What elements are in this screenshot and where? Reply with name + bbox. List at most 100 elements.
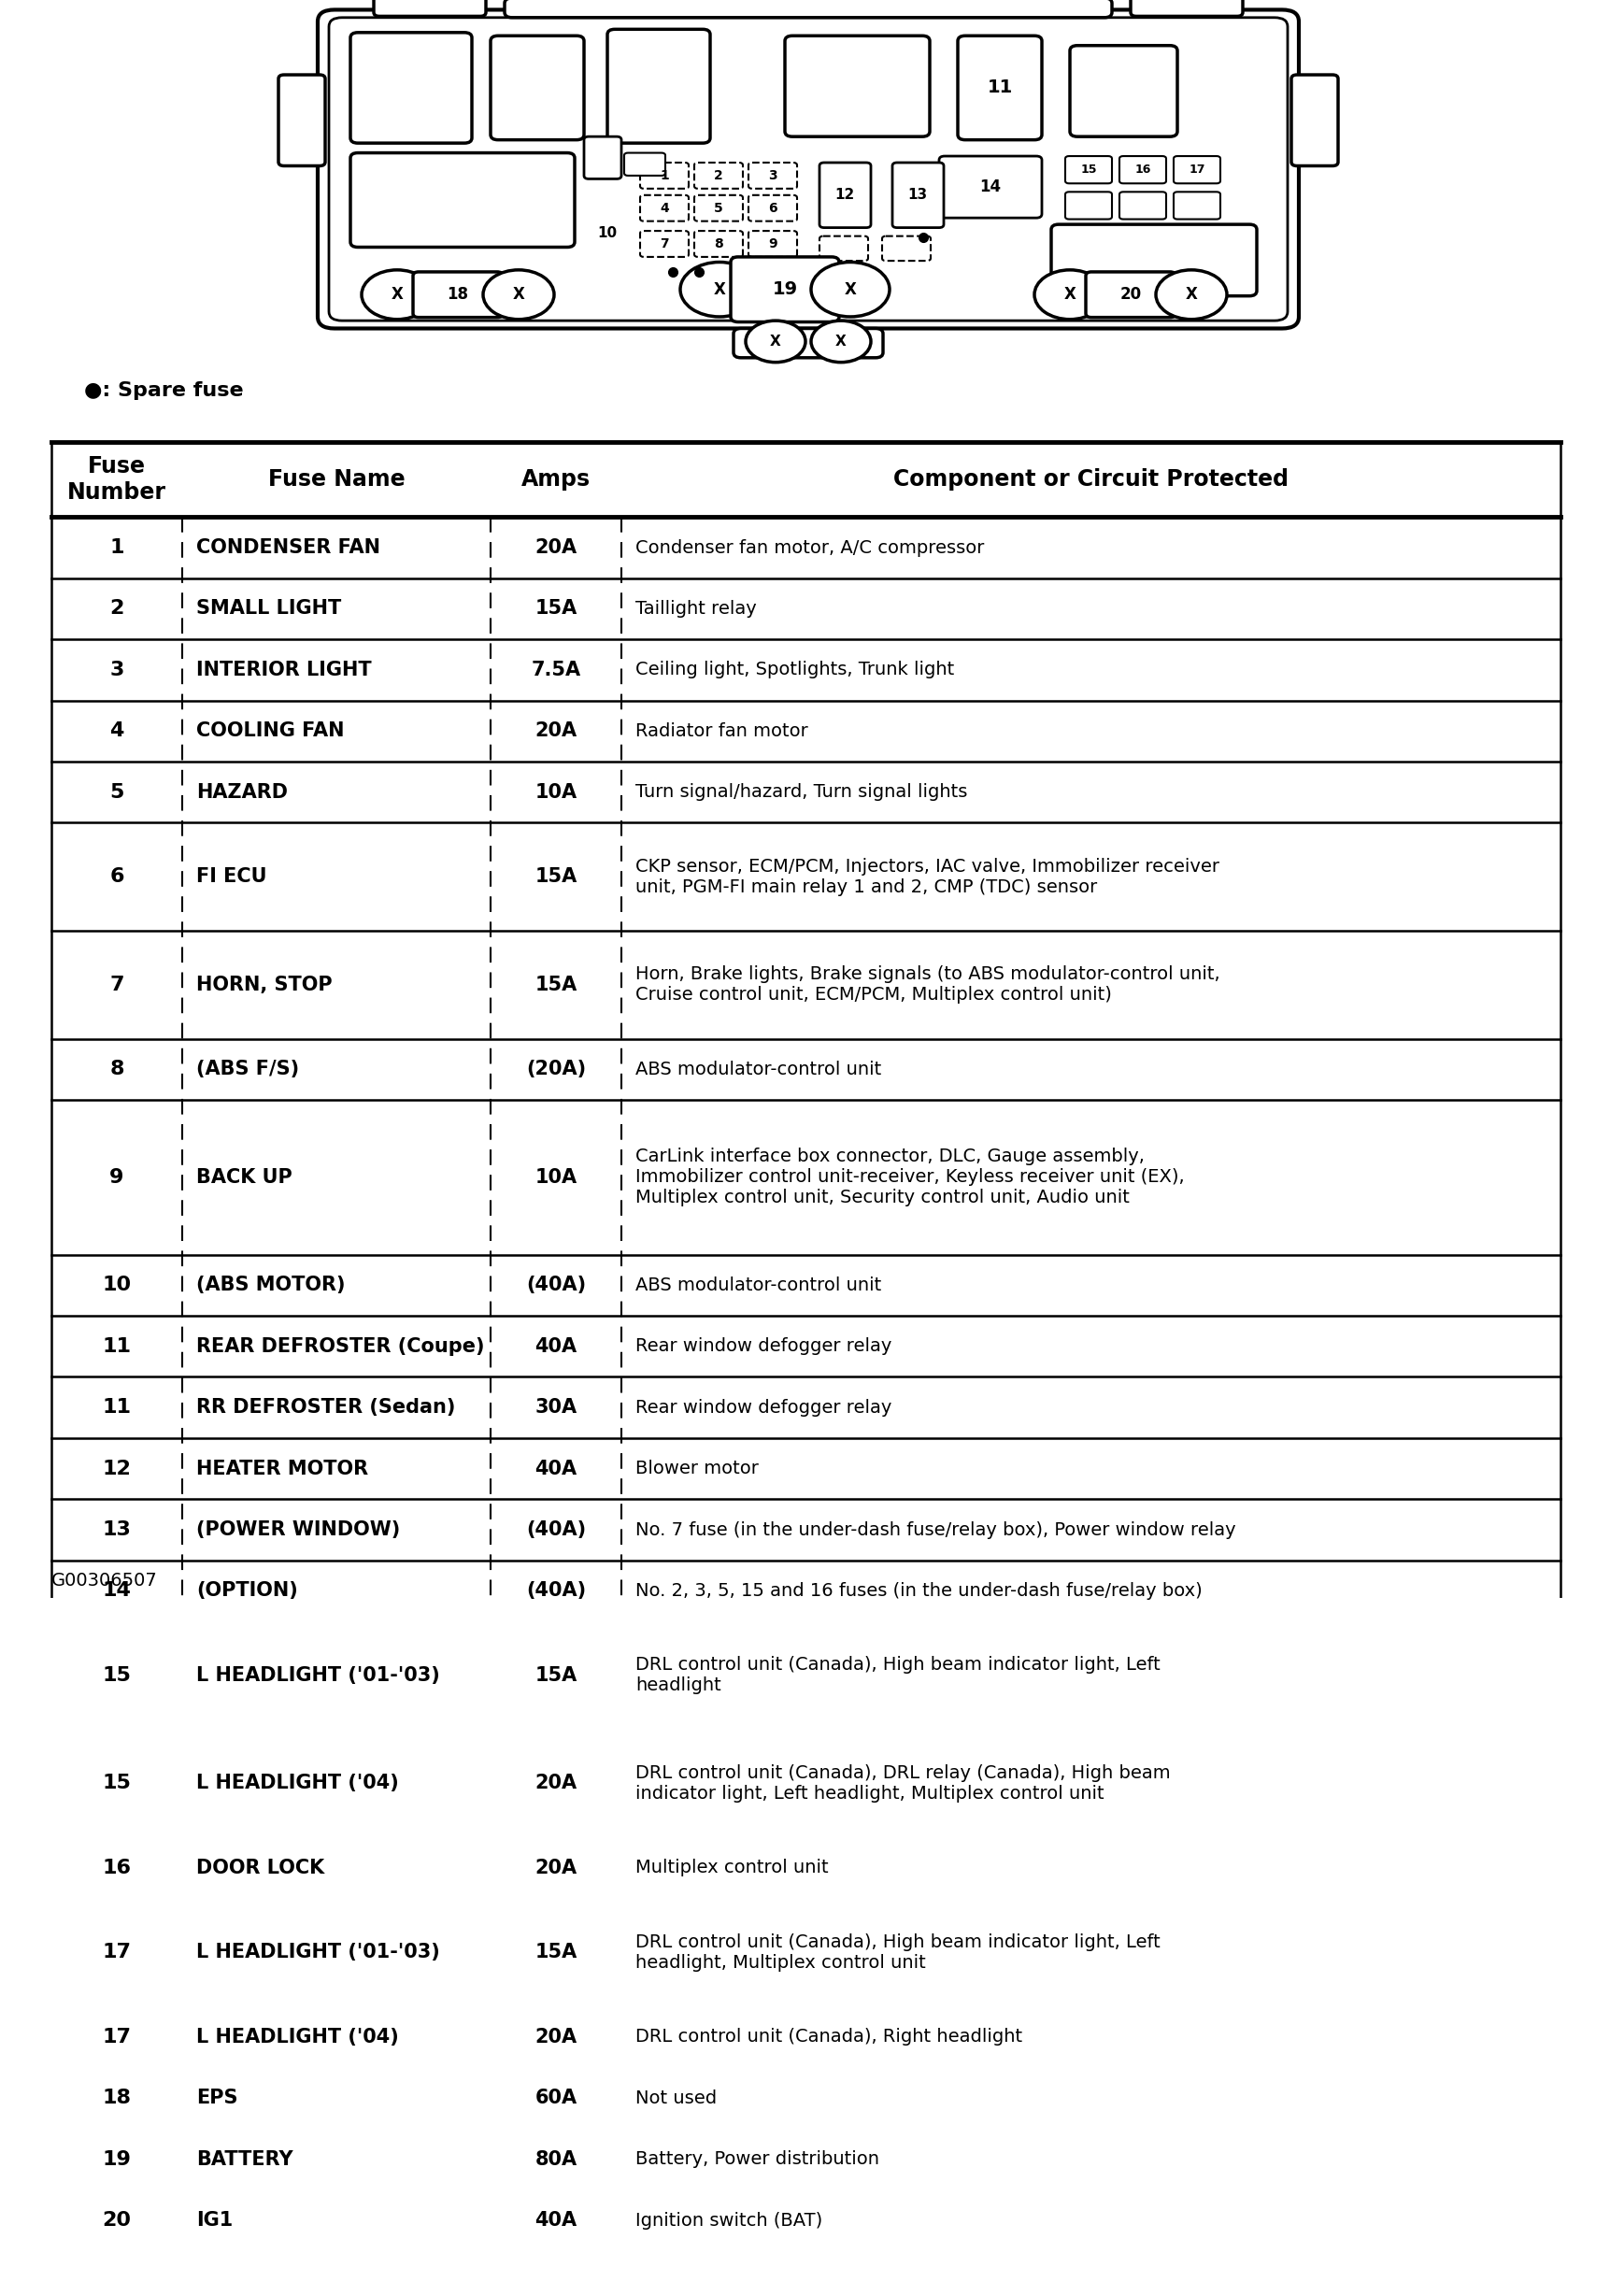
FancyBboxPatch shape <box>607 30 710 142</box>
Text: 13: 13 <box>103 1520 132 1538</box>
Text: 40A: 40A <box>535 1460 576 1479</box>
Text: X: X <box>836 335 847 349</box>
FancyBboxPatch shape <box>1066 193 1113 218</box>
Circle shape <box>745 321 805 363</box>
Text: 16: 16 <box>1135 163 1151 177</box>
Text: 6: 6 <box>109 868 124 886</box>
FancyBboxPatch shape <box>749 232 797 257</box>
FancyBboxPatch shape <box>734 328 882 358</box>
Text: 20A: 20A <box>535 721 576 739</box>
FancyBboxPatch shape <box>504 0 1113 18</box>
Text: (POWER WINDOW): (POWER WINDOW) <box>196 1520 401 1538</box>
FancyBboxPatch shape <box>731 257 839 321</box>
Text: DRL control unit (Canada), Right headlight: DRL control unit (Canada), Right headlig… <box>636 2027 1022 2046</box>
Text: 10A: 10A <box>535 1169 576 1187</box>
Text: 19: 19 <box>773 280 797 298</box>
Circle shape <box>1034 271 1106 319</box>
Text: 5: 5 <box>109 783 124 801</box>
Text: Radiator fan motor: Radiator fan motor <box>636 723 808 739</box>
Text: 60A: 60A <box>535 2089 576 2108</box>
FancyBboxPatch shape <box>491 37 584 140</box>
Text: Rear window defogger relay: Rear window defogger relay <box>636 1398 892 1417</box>
Text: 18: 18 <box>448 287 469 303</box>
Text: X: X <box>512 287 525 303</box>
Text: 15: 15 <box>103 1667 132 1685</box>
Text: 15A: 15A <box>535 599 576 618</box>
FancyBboxPatch shape <box>1291 76 1338 165</box>
Text: HEATER MOTOR: HEATER MOTOR <box>196 1460 369 1479</box>
Text: 17: 17 <box>103 2027 132 2046</box>
Text: Ignition switch (BAT): Ignition switch (BAT) <box>636 2211 823 2229</box>
Text: 1: 1 <box>660 170 668 181</box>
FancyBboxPatch shape <box>819 163 871 227</box>
Text: 18: 18 <box>103 2089 132 2108</box>
Text: 7: 7 <box>109 976 124 994</box>
Text: DRL control unit (Canada), High beam indicator light, Left
headlight, Multiplex : DRL control unit (Canada), High beam ind… <box>636 1933 1161 1972</box>
Text: X: X <box>713 280 726 298</box>
FancyBboxPatch shape <box>317 9 1299 328</box>
Text: HAZARD: HAZARD <box>196 783 288 801</box>
Text: 7.5A: 7.5A <box>531 661 581 680</box>
Text: 7: 7 <box>660 236 668 250</box>
FancyBboxPatch shape <box>694 163 742 188</box>
Text: 11: 11 <box>987 78 1013 96</box>
Text: 20A: 20A <box>535 1775 576 1793</box>
Text: X: X <box>391 287 402 303</box>
FancyBboxPatch shape <box>1066 156 1113 184</box>
Text: 17: 17 <box>1188 163 1206 177</box>
Text: L HEADLIGHT ('04): L HEADLIGHT ('04) <box>196 2027 399 2046</box>
Text: 11: 11 <box>103 1398 132 1417</box>
Text: 15A: 15A <box>535 1667 576 1685</box>
FancyBboxPatch shape <box>694 232 742 257</box>
Text: Taillight relay: Taillight relay <box>636 599 757 618</box>
Text: 10A: 10A <box>535 783 576 801</box>
FancyBboxPatch shape <box>351 32 472 142</box>
FancyBboxPatch shape <box>786 37 929 135</box>
Text: Amps: Amps <box>522 468 591 491</box>
FancyBboxPatch shape <box>1051 225 1257 296</box>
Text: 20A: 20A <box>535 537 576 558</box>
FancyBboxPatch shape <box>749 195 797 220</box>
Text: RR DEFROSTER (Sedan): RR DEFROSTER (Sedan) <box>196 1398 456 1417</box>
Text: 80A: 80A <box>535 2149 576 2170</box>
FancyBboxPatch shape <box>1174 156 1220 184</box>
Circle shape <box>681 262 758 317</box>
Text: DRL control unit (Canada), High beam indicator light, Left
headlight: DRL control unit (Canada), High beam ind… <box>636 1655 1161 1694</box>
Text: (20A): (20A) <box>526 1061 586 1079</box>
Text: (40A): (40A) <box>526 1582 586 1600</box>
FancyBboxPatch shape <box>882 236 931 262</box>
Text: BACK UP: BACK UP <box>196 1169 293 1187</box>
Text: Multiplex control unit: Multiplex control unit <box>636 1860 829 1876</box>
Text: 9: 9 <box>109 1169 124 1187</box>
Text: 8: 8 <box>109 1061 124 1079</box>
Text: 12: 12 <box>103 1460 132 1479</box>
FancyBboxPatch shape <box>1130 0 1243 16</box>
Circle shape <box>811 262 890 317</box>
FancyBboxPatch shape <box>939 156 1042 218</box>
FancyBboxPatch shape <box>694 195 742 220</box>
Text: X: X <box>770 335 781 349</box>
Text: X: X <box>1064 287 1075 303</box>
Text: 19: 19 <box>103 2149 132 2170</box>
Text: 15A: 15A <box>535 868 576 886</box>
Text: Component or Circuit Protected: Component or Circuit Protected <box>894 468 1288 491</box>
Text: X: X <box>844 280 857 298</box>
Text: HORN, STOP: HORN, STOP <box>196 976 332 994</box>
Text: 2: 2 <box>713 170 723 181</box>
FancyBboxPatch shape <box>819 236 868 262</box>
Text: Rear window defogger relay: Rear window defogger relay <box>636 1339 892 1355</box>
Text: (40A): (40A) <box>526 1277 586 1295</box>
Text: CKP sensor, ECM/PCM, Injectors, IAC valve, Immobilizer receiver
unit, PGM-FI mai: CKP sensor, ECM/PCM, Injectors, IAC valv… <box>636 859 1219 895</box>
Text: 5: 5 <box>713 202 723 214</box>
Text: L HEADLIGHT ('04): L HEADLIGHT ('04) <box>196 1775 399 1793</box>
FancyBboxPatch shape <box>584 135 621 179</box>
Circle shape <box>811 321 871 363</box>
Text: 12: 12 <box>834 188 855 202</box>
Circle shape <box>362 271 433 319</box>
Text: G00306507: G00306507 <box>52 1573 158 1589</box>
FancyBboxPatch shape <box>625 154 665 174</box>
Text: 16: 16 <box>103 1860 132 1878</box>
Text: (OPTION): (OPTION) <box>196 1582 298 1600</box>
Text: IG1: IG1 <box>196 2211 233 2229</box>
Text: Condenser fan motor, A/C compressor: Condenser fan motor, A/C compressor <box>636 540 984 556</box>
